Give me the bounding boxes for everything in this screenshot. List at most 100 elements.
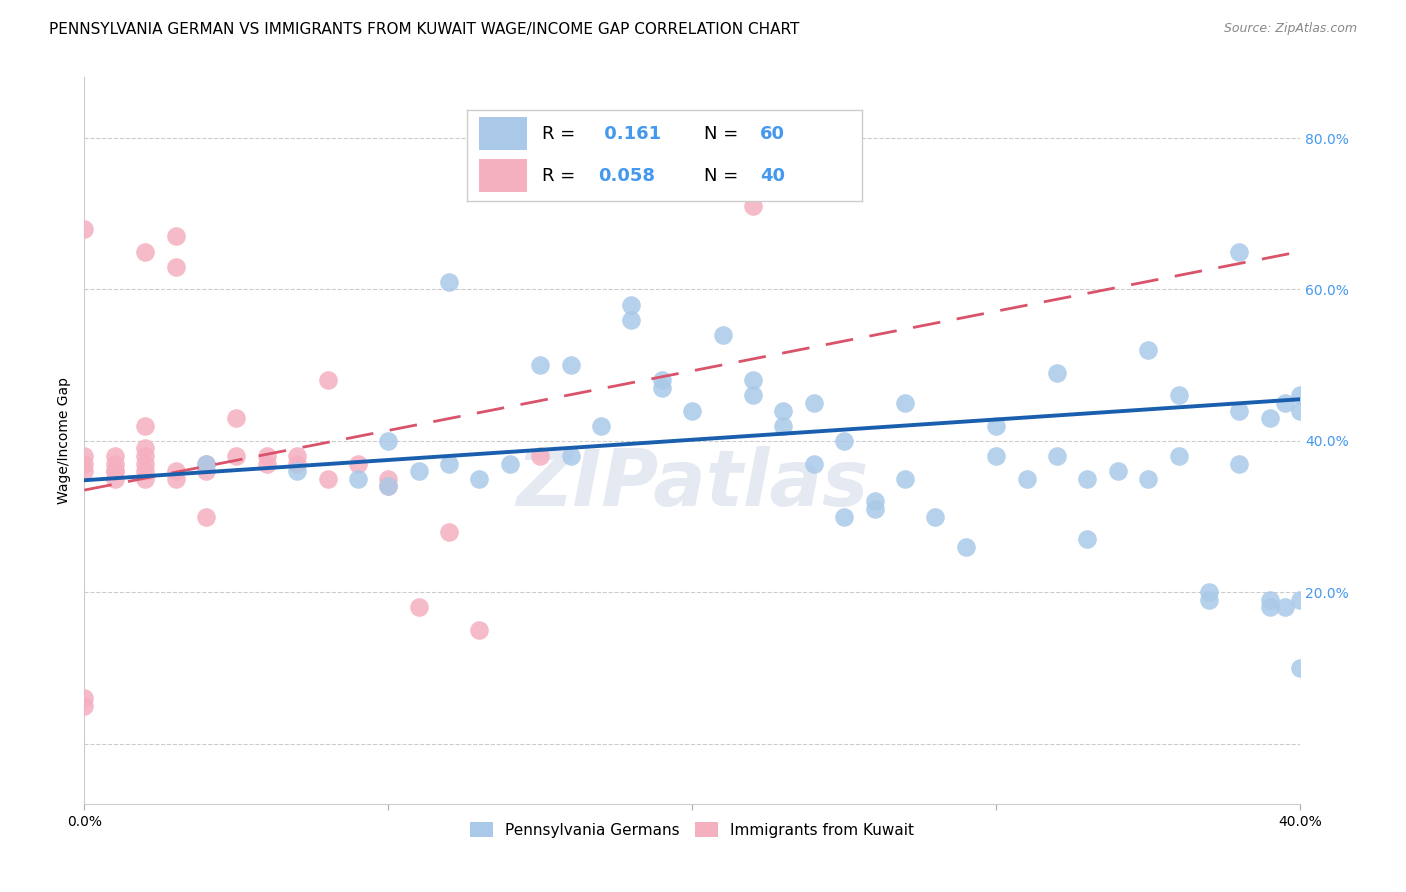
Point <box>742 199 765 213</box>
Point <box>1167 449 1189 463</box>
Point <box>437 275 460 289</box>
Point <box>73 457 96 471</box>
Point <box>1227 244 1250 259</box>
Point <box>408 464 430 478</box>
Point <box>832 509 855 524</box>
Point <box>73 222 96 236</box>
Point <box>1107 464 1129 478</box>
Point <box>104 464 127 478</box>
Point <box>620 312 643 326</box>
Point <box>377 479 399 493</box>
Point <box>772 418 794 433</box>
Point <box>1167 388 1189 402</box>
Point <box>1227 403 1250 417</box>
Point <box>529 449 551 463</box>
Point <box>73 449 96 463</box>
Point <box>316 472 339 486</box>
Point <box>285 449 308 463</box>
Point <box>285 464 308 478</box>
Point <box>256 457 278 471</box>
Point <box>1289 403 1312 417</box>
Point <box>955 540 977 554</box>
Point <box>194 464 217 478</box>
Point <box>134 244 156 259</box>
Point <box>104 472 127 486</box>
Point <box>134 457 156 471</box>
Point <box>225 449 247 463</box>
Point <box>194 509 217 524</box>
Point <box>1015 472 1038 486</box>
Point <box>347 472 370 486</box>
Text: PENNSYLVANIA GERMAN VS IMMIGRANTS FROM KUWAIT WAGE/INCOME GAP CORRELATION CHART: PENNSYLVANIA GERMAN VS IMMIGRANTS FROM K… <box>49 22 800 37</box>
Point <box>1076 533 1098 547</box>
Point <box>1258 593 1281 607</box>
Point <box>73 691 96 706</box>
Point <box>1046 449 1069 463</box>
Point <box>316 373 339 387</box>
Point <box>1289 593 1312 607</box>
Point <box>863 502 886 516</box>
Point <box>742 388 765 402</box>
Point <box>285 457 308 471</box>
Point <box>924 509 946 524</box>
Point <box>1274 600 1296 615</box>
Point <box>651 381 673 395</box>
Point <box>863 494 886 508</box>
Point <box>986 449 1008 463</box>
Point <box>894 472 917 486</box>
Text: Source: ZipAtlas.com: Source: ZipAtlas.com <box>1223 22 1357 36</box>
Point <box>468 472 491 486</box>
Point <box>1046 366 1069 380</box>
Point <box>1227 457 1250 471</box>
Point <box>986 418 1008 433</box>
Point <box>134 449 156 463</box>
Point <box>104 449 127 463</box>
Point <box>194 457 217 471</box>
Point <box>134 442 156 456</box>
Point <box>711 327 734 342</box>
Point <box>408 600 430 615</box>
Point <box>194 457 217 471</box>
Point <box>134 472 156 486</box>
Point <box>134 418 156 433</box>
Point <box>377 434 399 448</box>
Text: ZIPatlas: ZIPatlas <box>516 447 869 523</box>
Point <box>651 373 673 387</box>
Point <box>377 479 399 493</box>
Point <box>134 464 156 478</box>
Point <box>165 260 187 274</box>
Point <box>1137 472 1160 486</box>
Point <box>742 373 765 387</box>
Point <box>104 464 127 478</box>
Point <box>1076 472 1098 486</box>
Point <box>681 146 703 161</box>
Point <box>832 434 855 448</box>
Point <box>1274 396 1296 410</box>
Point <box>1198 585 1220 599</box>
Point <box>620 297 643 311</box>
Point <box>437 524 460 539</box>
Point <box>589 418 612 433</box>
Point <box>256 449 278 463</box>
Point <box>499 457 522 471</box>
Point <box>225 411 247 425</box>
Point <box>772 403 794 417</box>
Point <box>560 449 582 463</box>
Point <box>104 457 127 471</box>
Point <box>1198 593 1220 607</box>
Legend: Pennsylvania Germans, Immigrants from Kuwait: Pennsylvania Germans, Immigrants from Ku… <box>464 815 921 844</box>
Point <box>1289 661 1312 675</box>
Point <box>803 457 825 471</box>
Point <box>1258 411 1281 425</box>
Point <box>73 698 96 713</box>
Point <box>73 464 96 478</box>
Point <box>377 472 399 486</box>
Point <box>165 464 187 478</box>
Point <box>347 457 370 471</box>
Point <box>165 229 187 244</box>
Point <box>1137 343 1160 357</box>
Point <box>560 358 582 372</box>
Point <box>529 358 551 372</box>
Point <box>468 623 491 637</box>
Y-axis label: Wage/Income Gap: Wage/Income Gap <box>58 377 72 504</box>
